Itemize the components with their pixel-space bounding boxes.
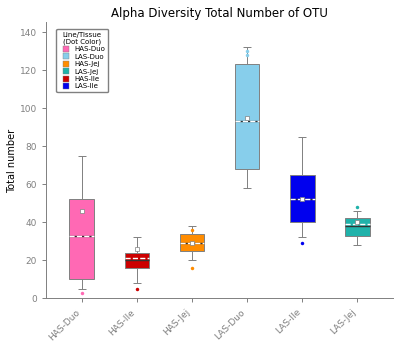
Bar — [345, 218, 370, 236]
Legend: HAS-Duo, LAS-Duo, HAS-Jej, LAS-Jej, HAS-Ile, LAS-Ile: HAS-Duo, LAS-Duo, HAS-Jej, LAS-Jej, HAS-… — [56, 29, 108, 92]
Title: Alpha Diversity Total Number of OTU: Alpha Diversity Total Number of OTU — [111, 7, 328, 20]
Bar — [124, 253, 149, 268]
Bar — [290, 175, 314, 222]
Bar — [180, 234, 204, 251]
Y-axis label: Total number: Total number — [7, 128, 17, 193]
Bar — [235, 64, 260, 169]
Bar — [70, 199, 94, 279]
